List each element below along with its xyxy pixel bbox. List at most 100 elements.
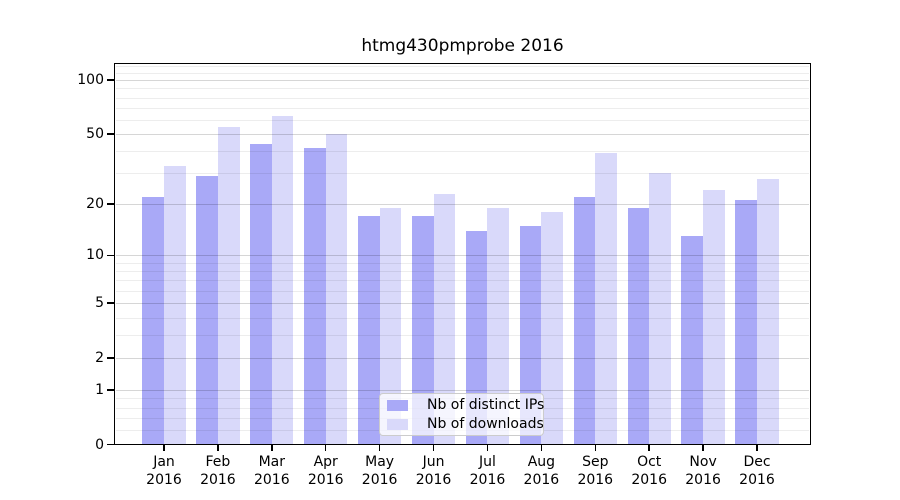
- x-tick-mark: [594, 445, 596, 451]
- gridline-minor: [116, 119, 809, 121]
- bar-distinct-ips: [681, 236, 704, 445]
- bar-distinct-ips: [735, 200, 757, 445]
- bar-downloads: [325, 134, 348, 445]
- y-tick-mark: [107, 357, 114, 359]
- gridline-minor: [116, 317, 809, 319]
- bar-distinct-ips: [627, 208, 650, 445]
- x-tick-month: Apr: [313, 454, 338, 470]
- x-tick-label: Mar 2016: [240, 453, 304, 489]
- legend-swatch-downloads: [387, 418, 408, 430]
- y-tick-mark: [107, 254, 114, 256]
- bar-downloads: [541, 212, 563, 445]
- bar-downloads: [271, 116, 294, 445]
- y-tick-label: 1: [95, 382, 104, 398]
- gridline-minor: [116, 97, 809, 99]
- x-tick-mark: [163, 445, 165, 451]
- x-tick-year: 2016: [577, 472, 614, 488]
- x-tick-label: Aug 2016: [509, 453, 573, 489]
- y-tick-mark: [107, 444, 114, 446]
- gridline-major: [116, 134, 809, 135]
- x-tick-label: Feb 2016: [186, 453, 250, 489]
- x-tick-mark: [325, 445, 327, 451]
- gridline-minor: [116, 88, 809, 90]
- x-tick-year: 2016: [361, 472, 398, 488]
- y-tick-label: 5: [95, 295, 104, 312]
- x-tick-mark: [486, 445, 489, 451]
- gridline-minor: [116, 335, 809, 337]
- x-tick-month: Feb: [205, 454, 231, 470]
- x-tick-month: Jan: [153, 454, 175, 470]
- gridline-minor: [116, 291, 809, 292]
- bar-distinct-ips: [250, 143, 272, 445]
- gridline-major: [116, 303, 809, 305]
- gridline-minor: [116, 65, 809, 67]
- x-tick-year: 2016: [739, 472, 775, 488]
- x-tick-year: 2016: [685, 472, 721, 488]
- y-tick-label: 10: [86, 247, 104, 264]
- x-tick-year: 2016: [415, 472, 452, 488]
- y-tick-label: 100: [77, 72, 104, 88]
- gridline-minor: [116, 173, 809, 175]
- gridline-minor: [116, 271, 809, 273]
- chart-title: htmg430pmprobe 2016: [361, 36, 564, 56]
- legend-swatch-distinct-ips: [387, 399, 408, 411]
- x-tick-label: Sep 2016: [563, 453, 627, 489]
- x-tick-month: Mar: [258, 454, 286, 470]
- x-tick-mark: [540, 445, 543, 451]
- y-tick-label: 50: [86, 126, 104, 143]
- y-tick-mark: [107, 203, 114, 205]
- gridline-minor: [116, 262, 809, 264]
- legend-label-downloads: Nb of downloads: [427, 416, 544, 432]
- x-tick-mark: [378, 445, 381, 451]
- x-tick-mark: [756, 445, 758, 451]
- legend-entry-downloads: Nb of downloads: [387, 416, 544, 432]
- x-tick-year: 2016: [469, 472, 506, 488]
- x-tick-month: Oct: [637, 454, 662, 470]
- bar-downloads: [217, 126, 240, 445]
- x-tick-label: Jan 2016: [132, 453, 196, 489]
- bar-downloads: [703, 190, 725, 445]
- gridline-major: [116, 204, 809, 206]
- gridline-major: [116, 80, 809, 81]
- x-tick-month: Jun: [422, 454, 445, 470]
- bar-distinct-ips: [142, 196, 164, 445]
- x-tick-mark: [648, 445, 650, 451]
- legend: Nb of distinct IPs Nb of downloads: [379, 393, 544, 436]
- x-tick-month: Nov: [689, 454, 717, 470]
- x-tick-year: 2016: [631, 472, 667, 488]
- y-tick-mark: [107, 302, 114, 304]
- bar-downloads: [487, 208, 510, 445]
- x-tick-label: Oct 2016: [617, 453, 681, 489]
- y-tick-label: 2: [95, 349, 104, 366]
- x-tick-label: May 2016: [348, 453, 412, 489]
- bar-distinct-ips: [519, 225, 542, 445]
- gridline-major: [116, 358, 809, 359]
- x-tick-mark: [432, 445, 435, 451]
- bar-downloads: [379, 208, 402, 445]
- legend-entry-distinct-ips: Nb of distinct IPs: [387, 397, 545, 413]
- y-tick-mark: [107, 389, 114, 391]
- gridline-minor: [116, 280, 809, 282]
- bar-downloads: [649, 173, 671, 445]
- bar-distinct-ips: [304, 147, 326, 445]
- y-tick-mark: [107, 133, 114, 135]
- bar-downloads: [433, 193, 456, 445]
- bar-distinct-ips: [465, 230, 488, 445]
- x-tick-year: 2016: [253, 472, 290, 488]
- x-tick-label: Jun 2016: [402, 453, 466, 489]
- x-tick-year: 2016: [146, 472, 182, 488]
- legend-label-distinct-ips: Nb of distinct IPs: [427, 397, 545, 413]
- gridline-major: [116, 390, 809, 391]
- x-tick-label: Apr 2016: [294, 453, 358, 489]
- x-tick-mark: [271, 445, 273, 451]
- bar-downloads: [595, 153, 617, 445]
- bar-downloads: [164, 166, 186, 445]
- y-tick-label: 20: [86, 196, 104, 213]
- y-tick-mark: [107, 79, 114, 81]
- x-tick-mark: [702, 445, 704, 451]
- x-tick-month: May: [365, 454, 395, 470]
- x-tick-mark: [217, 445, 219, 451]
- x-tick-label: Jul 2016: [455, 453, 519, 489]
- bar-distinct-ips: [358, 216, 380, 445]
